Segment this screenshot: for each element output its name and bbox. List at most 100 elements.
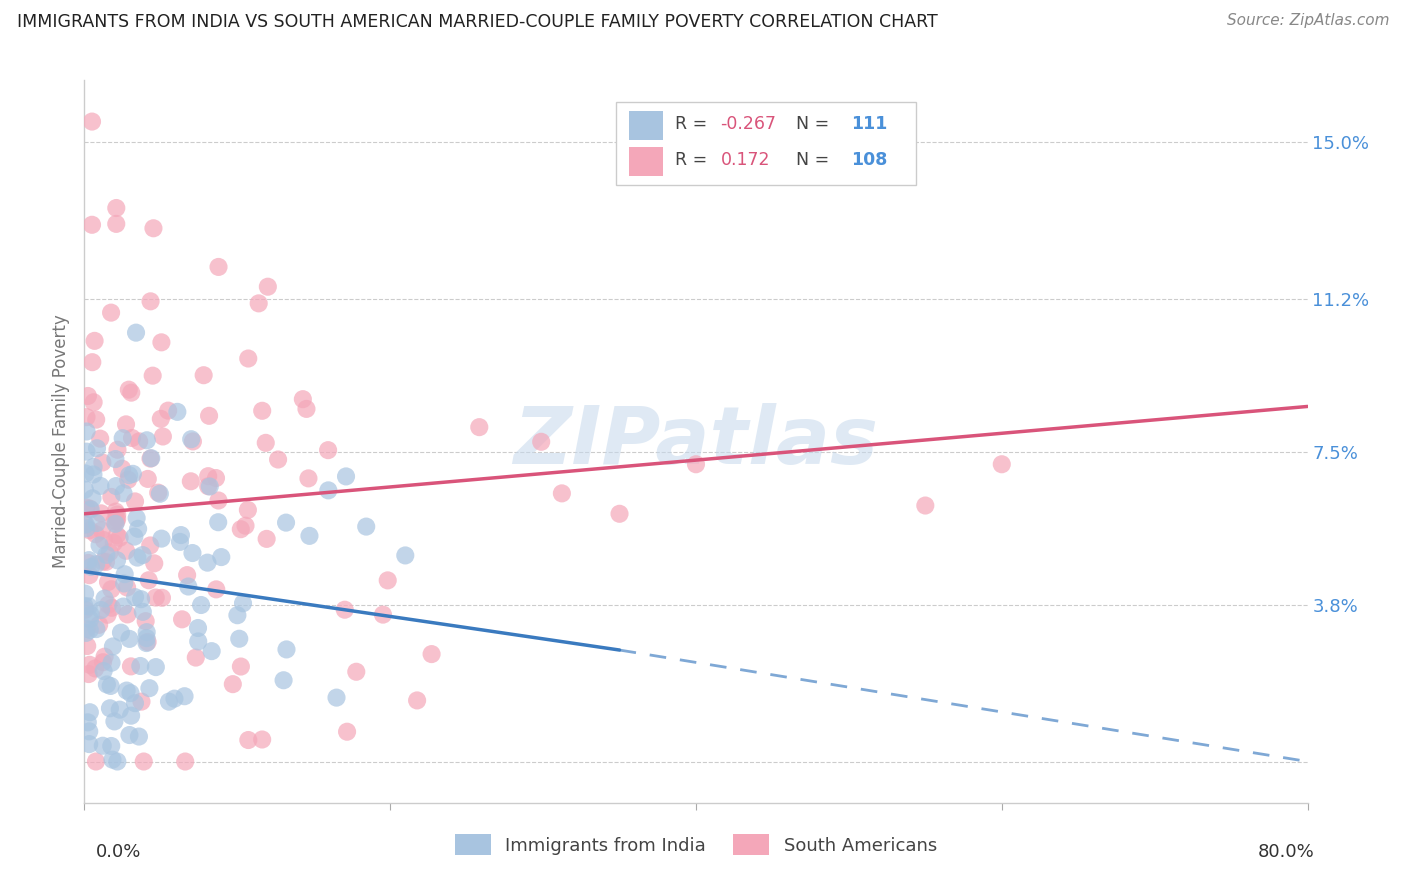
Point — [139, 451, 162, 466]
Point — [145, 591, 167, 605]
Point — [108, 703, 131, 717]
Point — [104, 505, 127, 519]
Point — [80, 560, 103, 574]
Point — [79, 524, 101, 538]
Point — [174, 755, 197, 769]
Point — [129, 592, 152, 607]
Point — [247, 296, 270, 310]
Point — [112, 576, 135, 591]
Point — [93, 591, 115, 606]
Point — [377, 574, 399, 588]
Point — [344, 665, 367, 679]
Point — [118, 468, 141, 483]
Point — [181, 434, 204, 449]
Point — [100, 656, 122, 670]
Point — [149, 487, 172, 501]
Point — [127, 522, 149, 536]
Point — [83, 460, 105, 475]
Point — [193, 368, 215, 383]
Point — [125, 511, 148, 525]
Point — [129, 659, 152, 673]
Point — [79, 501, 101, 516]
Point — [77, 667, 100, 681]
Point — [316, 443, 339, 458]
Point — [169, 534, 191, 549]
Point — [100, 490, 122, 504]
Text: 108: 108 — [851, 152, 887, 169]
Point — [98, 545, 121, 559]
Point — [76, 622, 98, 636]
Point — [103, 714, 125, 729]
Point — [121, 431, 143, 445]
Legend: Immigrants from India, South Americans: Immigrants from India, South Americans — [447, 827, 945, 863]
Point — [205, 582, 228, 597]
Point — [105, 479, 128, 493]
Point — [177, 580, 200, 594]
Point — [190, 598, 212, 612]
Point — [75, 500, 97, 515]
Point — [139, 538, 162, 552]
Point — [118, 383, 141, 397]
Text: 0.172: 0.172 — [720, 152, 770, 169]
Point — [335, 469, 357, 483]
Point — [115, 683, 138, 698]
Point — [84, 527, 107, 541]
Point — [136, 635, 159, 649]
Point — [75, 626, 97, 640]
Point — [94, 555, 117, 569]
FancyBboxPatch shape — [628, 112, 664, 140]
Point — [150, 532, 173, 546]
Point — [254, 435, 277, 450]
Point — [93, 649, 115, 664]
Point — [232, 596, 254, 610]
Text: R =: R = — [675, 115, 713, 133]
Point — [91, 655, 114, 669]
Point — [127, 550, 149, 565]
Point — [150, 591, 173, 605]
Point — [90, 603, 112, 617]
Point — [354, 519, 377, 533]
Point — [117, 473, 139, 487]
Point — [79, 607, 101, 622]
Point — [101, 600, 124, 615]
Point — [122, 467, 145, 481]
Point — [84, 755, 107, 769]
Point — [115, 581, 138, 595]
Point — [77, 553, 100, 567]
Point — [77, 556, 100, 570]
Point — [530, 434, 553, 449]
Point — [197, 479, 219, 493]
Point — [93, 664, 115, 678]
Point — [236, 503, 259, 517]
Point — [112, 486, 135, 500]
Point — [235, 518, 257, 533]
Point — [333, 603, 356, 617]
Point — [229, 659, 252, 673]
Point — [105, 511, 128, 525]
Point — [103, 536, 125, 550]
Point — [77, 599, 100, 614]
Point — [609, 507, 631, 521]
Point — [250, 732, 273, 747]
Text: ZIPatlas: ZIPatlas — [513, 402, 879, 481]
Point — [120, 659, 142, 673]
Point — [468, 420, 491, 434]
Point — [79, 657, 101, 672]
Point — [157, 403, 180, 417]
Point — [187, 634, 209, 648]
Point — [205, 471, 228, 485]
Point — [114, 567, 136, 582]
Point — [89, 432, 111, 446]
Point — [90, 524, 112, 538]
Point — [79, 623, 101, 637]
Point — [420, 647, 443, 661]
Point — [276, 642, 298, 657]
Point — [138, 681, 160, 695]
Point — [135, 636, 157, 650]
Point — [145, 660, 167, 674]
Point — [97, 575, 120, 590]
Point — [152, 429, 174, 443]
Point — [76, 410, 98, 425]
Point — [142, 221, 165, 235]
Point — [84, 661, 107, 675]
